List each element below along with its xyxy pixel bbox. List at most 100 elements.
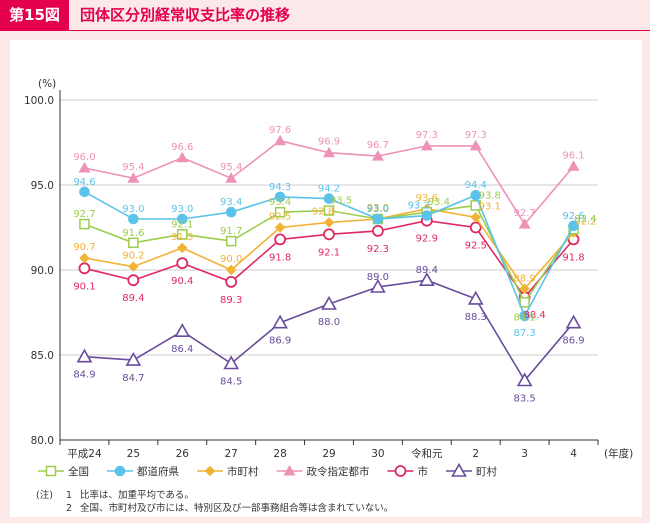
data-point-prefecture [176, 213, 188, 225]
data-point-all [79, 218, 90, 230]
data-label-prefecture: 93.0 [171, 204, 193, 215]
y-tick-label: 85.0 [31, 350, 54, 362]
line-chart: 100.0 95.0 90.0 85.0 80.0 (%) 平成24 25 26 27 28 29 30… [24, 78, 633, 478]
data-point-town [516, 372, 533, 387]
data-point-prefecture [323, 193, 335, 204]
data-label-prefecture: 93.4 [220, 197, 242, 208]
note-1: (注) 1 比率は、加重平均である。 [36, 489, 393, 502]
data-point-municipality [519, 283, 530, 294]
data-point-town [321, 295, 337, 310]
x-tick-label: 4 [570, 448, 577, 460]
note-1-number: 1 [66, 490, 73, 501]
x-tick-label: 27 [224, 448, 237, 460]
data-point-designated_city [371, 150, 384, 161]
x-tick-label: 25 [127, 448, 140, 460]
data-point-town [565, 314, 582, 329]
legend-marker-all [45, 465, 57, 477]
data-label-designated_city: 92.7 [514, 208, 536, 219]
data-label-town: 83.5 [514, 394, 536, 405]
data-point-city [323, 228, 335, 241]
data-label-city: 90.4 [171, 276, 193, 287]
x-tick-label: 平成24 [67, 448, 102, 460]
data-point-designated_city [127, 172, 140, 183]
data-label-city: 92.1 [318, 247, 340, 258]
data-point-designated_city [567, 160, 580, 171]
data-label-city: 89.4 [122, 293, 144, 304]
data-point-municipality [79, 252, 90, 264]
y-axis-unit: (%) [38, 78, 56, 90]
data-point-prefecture [519, 310, 530, 322]
data-label-town: 88.3 [465, 312, 487, 323]
data-label-all: 93.4 [428, 197, 450, 208]
data-label-prefecture: 94.2 [318, 184, 340, 195]
data-point-designated_city [323, 146, 335, 158]
data-label-city: 90.1 [73, 281, 95, 292]
note-2-text: 全国、市町村及び市には、特別区及び一部事務組合等は含まれていない。 [80, 503, 394, 514]
data-label-municipality: 88.9 [514, 274, 536, 285]
x-axis-unit: (年度) [604, 447, 633, 460]
series-line-town [84, 279, 575, 382]
data-label-prefecture: 94.3 [269, 182, 291, 193]
data-point-town [174, 323, 191, 338]
data-label-all: 88.1 [514, 312, 536, 323]
data-label-designated_city: 96.6 [171, 142, 193, 153]
data-label-municipality: 92.8 [312, 206, 334, 217]
data-label-town: 84.5 [220, 377, 242, 388]
data-point-municipality [274, 222, 286, 233]
data-label-all: 93.5 [330, 196, 352, 207]
data-point-municipality [177, 242, 188, 254]
data-label-prefecture: 87.3 [514, 328, 536, 339]
y-tick-label: 90.0 [31, 265, 54, 277]
note-2-number: 2 [66, 503, 73, 514]
data-label-town: 86.4 [171, 344, 193, 355]
data-label-town: 84.9 [73, 370, 95, 381]
data-point-city [225, 275, 238, 288]
x-tick-label: 26 [176, 448, 190, 460]
data-point-city [78, 262, 91, 275]
data-label-prefecture: 94.4 [465, 180, 487, 191]
data-label-city: 92.9 [416, 234, 438, 245]
note-1-text: 比率は、加重平均である。 [80, 490, 194, 501]
data-point-designated_city [274, 134, 287, 146]
data-point-all [519, 297, 530, 308]
header-rule [0, 30, 650, 31]
data-point-prefecture [372, 213, 384, 225]
data-label-designated_city: 96.9 [318, 137, 340, 148]
data-point-municipality [323, 217, 335, 228]
data-label-designated_city: 95.4 [122, 162, 144, 173]
legend-marker-city [394, 465, 407, 477]
x-tick-label: 28 [273, 448, 286, 460]
data-point-all [274, 206, 286, 218]
legend-label-town: 町村 [476, 465, 497, 478]
legend-label-municipality: 市町村 [227, 465, 259, 478]
legend-label-all: 全国 [68, 465, 89, 478]
data-point-all [177, 229, 188, 240]
data-label-city: 88.4 [524, 310, 546, 321]
data-label-designated_city: 96.1 [562, 150, 584, 161]
data-label-municipality: 92.5 [269, 212, 291, 223]
x-tick-label: 2 [472, 448, 479, 460]
data-label-designated_city: 95.4 [220, 162, 242, 173]
x-tick-label: 30 [371, 448, 384, 460]
data-point-prefecture [225, 206, 237, 218]
data-point-town [370, 278, 386, 293]
note-2: 2 全国、市町村及び市には、特別区及び一部事務組合等は含まれていない。 [36, 502, 393, 515]
y-tick-label: 100.0 [24, 95, 54, 107]
data-point-prefecture [568, 220, 579, 232]
data-point-city [176, 257, 189, 270]
data-label-prefecture: 93.2 [408, 201, 430, 212]
data-point-municipality [470, 212, 481, 223]
data-point-designated_city [469, 139, 482, 151]
figure-number-badge: 第15図 [0, 0, 69, 30]
data-point-city [127, 274, 140, 287]
data-point-prefecture [79, 186, 90, 198]
data-label-all: 93.4 [269, 197, 291, 208]
data-point-town [418, 272, 435, 286]
y-tick-label: 80.0 [31, 435, 54, 447]
x-tick-label: 令和元 [411, 447, 443, 460]
data-point-designated_city [225, 172, 238, 183]
data-label-prefecture: 93.0 [122, 204, 144, 215]
data-point-all [323, 205, 335, 216]
data-label-all: 92.1 [171, 219, 193, 230]
data-label-town: 86.9 [562, 336, 584, 347]
